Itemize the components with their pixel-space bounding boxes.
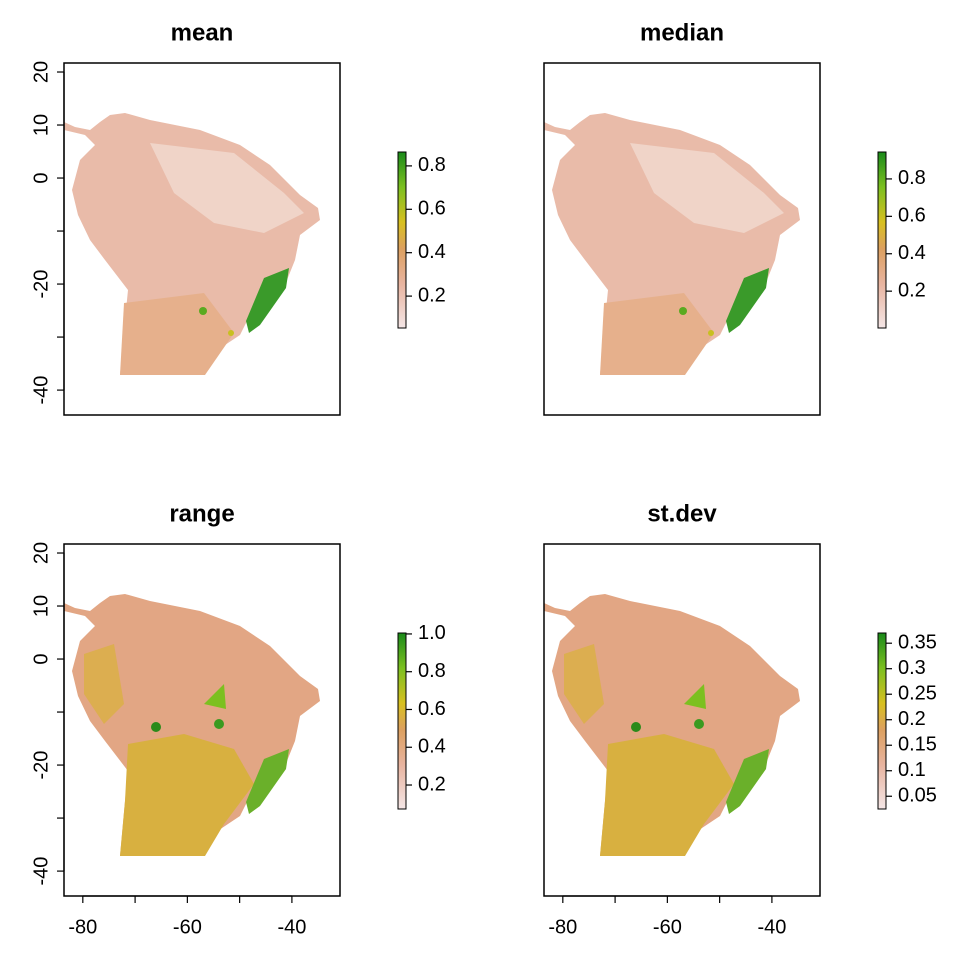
legend-tick-label: 0.25 bbox=[898, 682, 937, 704]
legend-tick-label: 0.2 bbox=[898, 708, 926, 730]
map-panel: range 20 10 0 -20 -40 -80 -60 -40 0.2 0.4 0.6 0.8 1.0 bbox=[30, 500, 446, 938]
map-raster bbox=[64, 113, 320, 375]
y-tick-label: 20 bbox=[30, 61, 52, 83]
x-tick-label: -80 bbox=[548, 916, 577, 938]
color-bar bbox=[397, 632, 407, 810]
legend-tick-label: 0.2 bbox=[418, 284, 446, 306]
legend-tick-label: 0.1 bbox=[898, 759, 926, 781]
legend-tick-label: 0.8 bbox=[898, 167, 926, 189]
legend-tick-label: 0.8 bbox=[418, 660, 446, 682]
x-tick-label: -40 bbox=[757, 916, 786, 938]
y-tick-label: 0 bbox=[30, 172, 52, 183]
map-raster bbox=[64, 594, 320, 856]
legend-tick-label: 0.35 bbox=[898, 631, 937, 653]
legend-tick-label: 1.0 bbox=[418, 622, 446, 644]
y-tick-label: 0 bbox=[30, 653, 52, 664]
map-raster bbox=[544, 113, 800, 375]
y-tick-label: -20 bbox=[30, 270, 52, 299]
y-tick-label: 20 bbox=[30, 542, 52, 564]
panel-title: st.dev bbox=[647, 500, 717, 527]
plot-frame bbox=[543, 62, 821, 416]
map-panel: median 0.2 0.4 0.6 0.8 bbox=[543, 19, 926, 416]
x-tick-label: -60 bbox=[653, 916, 682, 938]
legend-tick-label: 0.15 bbox=[898, 734, 937, 756]
map-panel: mean 20 10 0 -20 -40 0.2 0.4 0.6 0.8 bbox=[30, 19, 446, 416]
color-bar bbox=[397, 151, 407, 329]
color-bar bbox=[877, 151, 887, 329]
x-tick-label: -60 bbox=[173, 916, 202, 938]
y-tick-label: -20 bbox=[30, 751, 52, 780]
map-raster bbox=[544, 594, 800, 856]
legend-tick-label: 0.8 bbox=[418, 154, 446, 176]
legend-tick-label: 0.6 bbox=[898, 205, 926, 227]
color-bar bbox=[877, 632, 887, 810]
map-panel: st.dev -80 -60 -40 0.05 0.1 0.15 0.2 0.25 0.3 0.35 bbox=[543, 500, 937, 938]
legend-tick-label: 0.2 bbox=[898, 279, 926, 301]
panel-title: median bbox=[640, 19, 724, 46]
legend-tick-label: 0.6 bbox=[418, 698, 446, 720]
legend-tick-label: 0.6 bbox=[418, 198, 446, 220]
y-tick-label: -40 bbox=[30, 376, 52, 405]
legend-tick-label: 0.3 bbox=[898, 657, 926, 679]
y-tick-label: 10 bbox=[30, 595, 52, 617]
legend-tick-label: 0.2 bbox=[418, 773, 446, 795]
y-tick-label: 10 bbox=[30, 114, 52, 136]
legend-tick-label: 0.4 bbox=[898, 242, 926, 264]
panel-title: mean bbox=[171, 19, 234, 46]
legend-tick-label: 0.4 bbox=[418, 241, 446, 263]
y-tick-label: -40 bbox=[30, 857, 52, 886]
x-tick-label: -80 bbox=[68, 916, 97, 938]
panel-title: range bbox=[169, 500, 234, 527]
legend-tick-label: 0.4 bbox=[418, 736, 446, 758]
legend-tick-label: 0.05 bbox=[898, 785, 937, 807]
x-tick-label: -40 bbox=[277, 916, 306, 938]
